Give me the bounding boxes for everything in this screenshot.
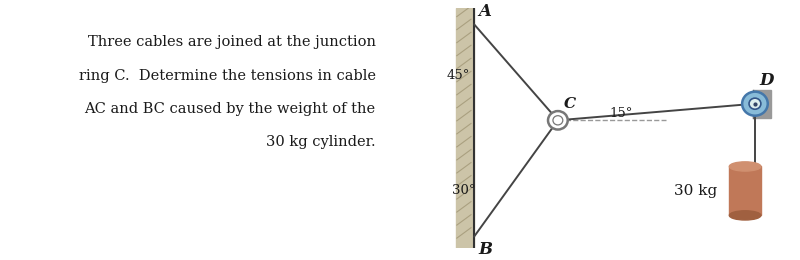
Text: 15°: 15°: [609, 107, 633, 120]
Text: B: B: [478, 241, 492, 258]
Text: D: D: [759, 72, 774, 89]
Text: AC and BC caused by the weight of the: AC and BC caused by the weight of the: [85, 102, 375, 116]
Circle shape: [749, 98, 761, 109]
Text: 30 kg cylinder.: 30 kg cylinder.: [266, 135, 375, 149]
Circle shape: [548, 111, 568, 129]
Circle shape: [553, 116, 562, 125]
Text: Three cables are joined at the junction: Three cables are joined at the junction: [87, 35, 375, 49]
Text: 45°: 45°: [446, 69, 470, 82]
Ellipse shape: [730, 211, 761, 220]
Text: ring C.  Determine the tensions in cable: ring C. Determine the tensions in cable: [78, 69, 375, 83]
Ellipse shape: [730, 162, 761, 171]
Bar: [456, 8, 474, 248]
Bar: [730, 166, 761, 215]
Text: 30 kg: 30 kg: [674, 184, 718, 198]
Circle shape: [742, 92, 768, 116]
Bar: [753, 90, 770, 118]
Text: C: C: [564, 97, 576, 111]
Text: 30°: 30°: [453, 184, 476, 197]
Text: A: A: [478, 3, 491, 20]
